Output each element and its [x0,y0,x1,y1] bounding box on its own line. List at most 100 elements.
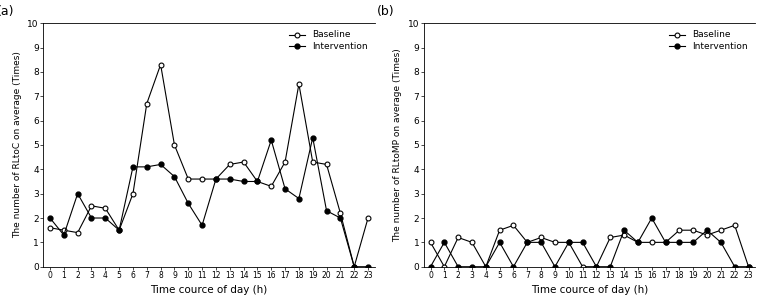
Intervention [253,180,262,183]
Baseline [454,236,463,239]
Baseline [426,240,435,244]
Intervention [744,265,753,268]
Intervention [170,175,179,178]
Intervention [675,240,684,244]
Baseline [495,228,505,232]
Baseline [578,265,587,268]
Text: (b): (b) [377,5,395,18]
Intervention [454,265,463,268]
Intervention [592,265,601,268]
Baseline [523,240,532,244]
Intervention [183,202,193,205]
Baseline [440,265,449,268]
Intervention [59,233,68,237]
Baseline [308,160,317,164]
Baseline [467,240,476,244]
Intervention [647,216,656,220]
Legend: Baseline, Intervention: Baseline, Intervention [286,28,371,54]
Baseline [716,228,725,232]
Intervention [633,240,642,244]
Line: Baseline: Baseline [428,223,751,269]
Intervention [481,265,490,268]
Baseline [183,177,193,181]
Intervention [46,216,55,220]
Baseline [619,233,629,237]
Baseline [336,211,345,215]
Intervention [523,240,532,244]
Baseline [661,240,670,244]
Baseline [170,143,179,147]
Baseline [59,228,68,232]
Intervention [606,265,615,268]
Y-axis label: The number of RLtoC on average (Times): The number of RLtoC on average (Times) [13,51,22,238]
Intervention [212,177,221,181]
Legend: Baseline, Intervention: Baseline, Intervention [667,28,751,54]
Intervention [564,240,573,244]
Intervention [702,228,712,232]
Intervention [115,228,124,232]
Intervention [87,216,96,220]
Intervention [225,177,234,181]
Baseline [509,224,518,227]
Baseline [633,240,642,244]
Baseline [100,206,110,210]
Intervention [550,265,559,268]
Intervention [100,216,110,220]
Y-axis label: The number of RLtoMP on average (Times): The number of RLtoMP on average (Times) [393,48,403,242]
Baseline [537,236,546,239]
Intervention [509,265,518,268]
Baseline [253,180,262,183]
Baseline [592,265,601,268]
Text: (a): (a) [0,5,14,18]
Baseline [281,160,290,164]
Intervention [308,136,317,139]
Baseline [481,265,490,268]
Line: Baseline: Baseline [48,62,371,269]
Intervention [426,265,435,268]
Intervention [578,240,587,244]
Baseline [295,82,304,86]
Intervention [716,240,725,244]
Baseline [156,63,165,67]
Intervention [730,265,739,268]
Baseline [129,192,138,195]
Baseline [349,265,358,268]
Baseline [730,224,739,227]
Line: Intervention: Intervention [428,216,751,269]
Intervention [295,197,304,200]
Baseline [564,240,573,244]
Intervention [349,265,358,268]
Intervention [281,187,290,191]
Baseline [702,233,712,237]
Baseline [606,236,615,239]
Baseline [46,226,55,230]
Intervention [142,165,151,169]
Baseline [87,204,96,208]
Intervention [467,265,476,268]
Baseline [647,240,656,244]
Baseline [73,231,82,234]
Baseline [115,228,124,232]
Baseline [198,177,207,181]
Baseline [212,177,221,181]
Baseline [266,185,275,188]
Baseline [550,240,559,244]
Intervention [495,240,505,244]
Baseline [225,163,234,166]
Intervention [661,240,670,244]
Baseline [142,102,151,105]
Intervention [689,240,698,244]
Baseline [675,228,684,232]
Line: Intervention: Intervention [48,135,371,269]
Intervention [440,240,449,244]
Baseline [364,216,373,220]
X-axis label: Time cource of day (h): Time cource of day (h) [151,285,268,296]
Intervention [129,165,138,169]
Intervention [537,240,546,244]
Baseline [744,265,753,268]
Intervention [322,209,331,213]
Baseline [322,163,331,166]
Baseline [239,160,248,164]
Baseline [689,228,698,232]
Intervention [239,180,248,183]
